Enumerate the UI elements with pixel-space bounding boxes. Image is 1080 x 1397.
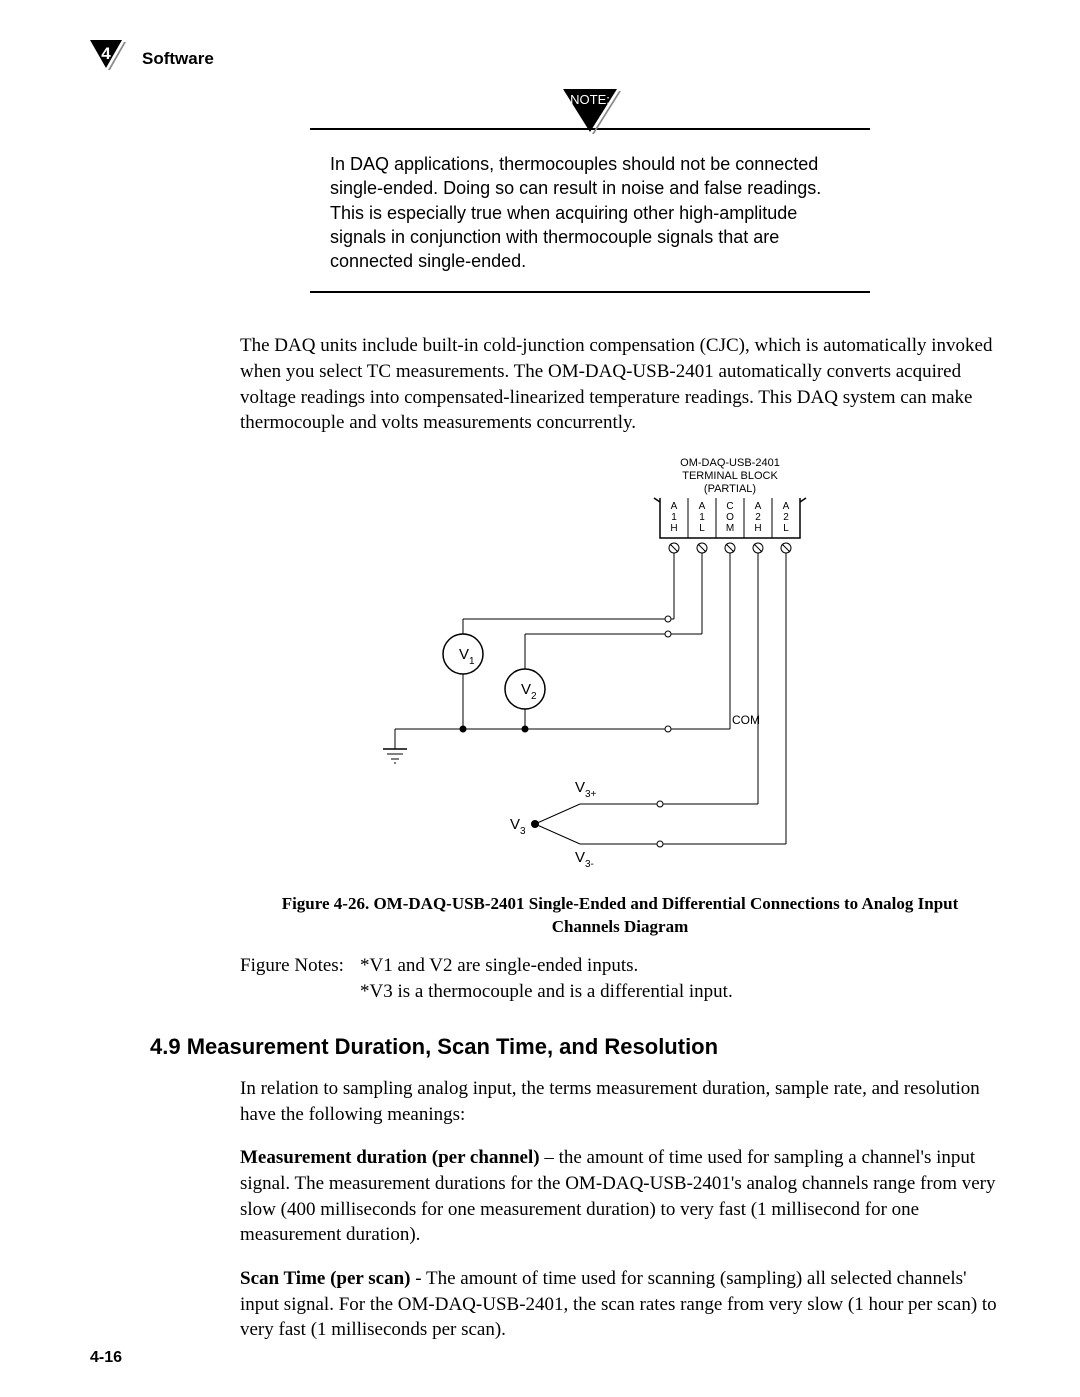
svg-text:1: 1 — [469, 656, 475, 667]
svg-text:V: V — [510, 816, 520, 833]
svg-text:A: A — [783, 501, 790, 512]
svg-text:L: L — [699, 523, 705, 534]
def1-lead: Measurement duration (per channel) — [240, 1147, 540, 1168]
svg-text:OM-DAQ-USB-2401: OM-DAQ-USB-2401 — [680, 457, 780, 469]
svg-text:V: V — [575, 849, 585, 866]
section-heading: 4.9 Measurement Duration, Scan Time, and… — [150, 1034, 990, 1060]
svg-text:1: 1 — [699, 512, 705, 523]
figure-notes-lead: Figure Notes: — [240, 953, 360, 979]
svg-text:A: A — [699, 501, 706, 512]
note-bottom-rule — [310, 291, 870, 293]
svg-text:NOTE:: NOTE: — [570, 92, 610, 107]
page-number: 4-16 — [90, 1349, 122, 1367]
svg-text:2: 2 — [783, 512, 789, 523]
chapter-number: 4 — [90, 44, 122, 64]
chapter-badge: 4 — [90, 40, 128, 78]
note-top-rule: NOTE: — [310, 128, 870, 130]
figure-note-1: *V1 and V2 are single-ended inputs. — [360, 953, 638, 979]
section-body: In relation to sampling analog input, th… — [240, 1076, 1000, 1343]
cjc-paragraph: The DAQ units include built-in cold-junc… — [240, 333, 1000, 436]
svg-text:3-: 3- — [585, 859, 594, 870]
svg-text:O: O — [726, 512, 734, 523]
svg-text:V: V — [521, 681, 531, 698]
svg-text:L: L — [783, 523, 789, 534]
note-box: NOTE: In DAQ applications, thermocouples… — [310, 128, 870, 293]
def2-lead: Scan Time (per scan) — [240, 1268, 410, 1289]
note-text: In DAQ applications, thermocouples shoul… — [310, 130, 870, 291]
svg-text:V: V — [575, 779, 585, 796]
note-label: NOTE: — [555, 86, 625, 141]
svg-text:3: 3 — [520, 826, 526, 837]
svg-text:COM: COM — [732, 713, 760, 727]
definition-scan-time: Scan Time (per scan) - The amount of tim… — [240, 1266, 1000, 1343]
page-header: 4 Software — [90, 40, 990, 78]
figure-caption: Figure 4-26. OM-DAQ-USB-2401 Single-Ende… — [240, 893, 1000, 939]
figure: OM-DAQ-USB-2401 TERMINAL BLOCK (PARTIAL)… — [240, 454, 1000, 939]
circuit-diagram: OM-DAQ-USB-2401 TERMINAL BLOCK (PARTIAL)… — [360, 454, 840, 879]
svg-text:1: 1 — [671, 512, 677, 523]
header-title: Software — [142, 49, 214, 69]
svg-text:3+: 3+ — [585, 789, 597, 800]
body-block: The DAQ units include built-in cold-junc… — [240, 333, 1000, 436]
svg-text:2: 2 — [531, 691, 537, 702]
svg-text:M: M — [726, 523, 734, 534]
figure-notes: Figure Notes: *V1 and V2 are single-ende… — [240, 953, 990, 1004]
figure-note-2: *V3 is a thermocouple and is a different… — [360, 979, 733, 1005]
svg-text:V: V — [459, 646, 469, 663]
definition-measurement-duration: Measurement duration (per channel) – the… — [240, 1145, 1000, 1248]
svg-text:TERMINAL BLOCK: TERMINAL BLOCK — [682, 470, 778, 482]
svg-text:2: 2 — [755, 512, 761, 523]
svg-text:A: A — [755, 501, 762, 512]
svg-text:H: H — [754, 523, 761, 534]
svg-text:C: C — [726, 501, 733, 512]
svg-text:(PARTIAL): (PARTIAL) — [704, 483, 756, 495]
svg-text:H: H — [670, 523, 677, 534]
svg-text:A: A — [671, 501, 678, 512]
section-intro: In relation to sampling analog input, th… — [240, 1076, 1000, 1127]
